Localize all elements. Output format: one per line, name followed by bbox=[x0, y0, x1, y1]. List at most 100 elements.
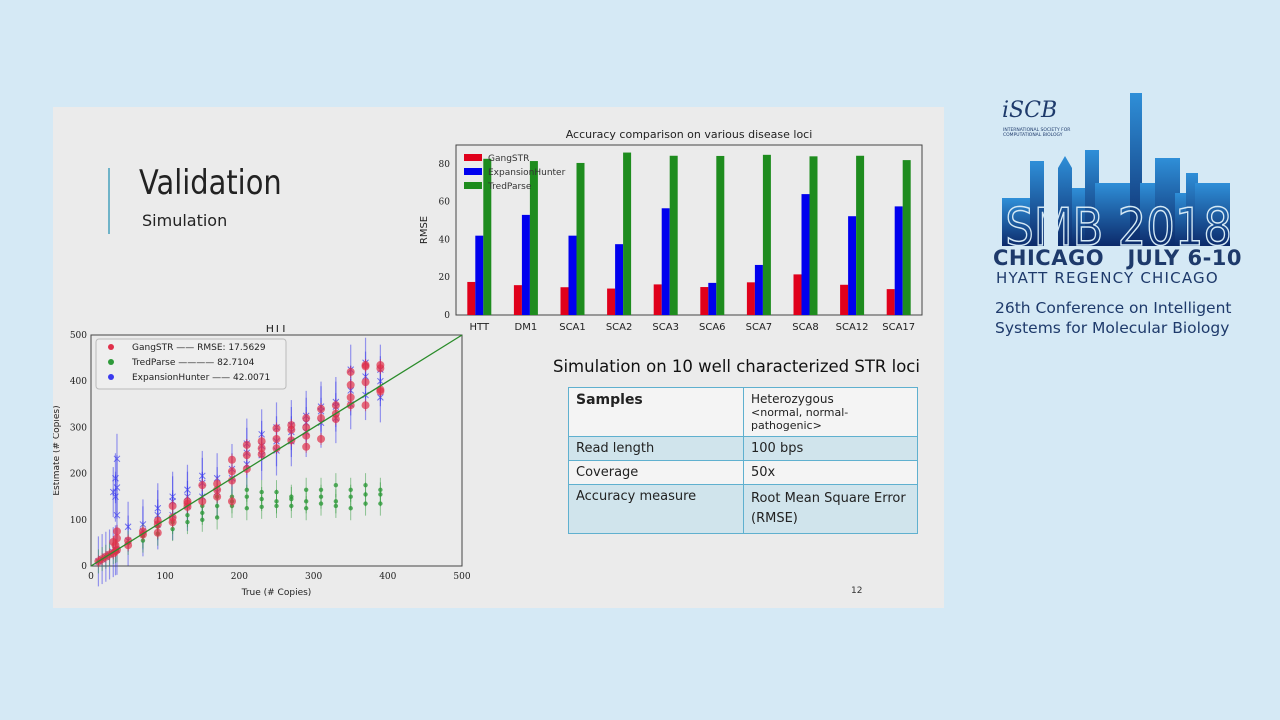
conference-line: Systems for Molecular Biology bbox=[995, 319, 1230, 337]
point-gangstr bbox=[213, 492, 222, 501]
point-gangstr bbox=[346, 367, 355, 376]
ismb-wordmark: ISMB 2018 bbox=[992, 198, 1232, 248]
point-gangstr bbox=[331, 401, 340, 410]
table-label: Read length bbox=[568, 436, 744, 461]
x-tick-label: 400 bbox=[379, 572, 396, 582]
bar-gangstr bbox=[746, 282, 755, 315]
point-gangstr bbox=[346, 393, 355, 402]
point-gangstr bbox=[242, 451, 251, 460]
x-tick-label: 100 bbox=[157, 572, 174, 582]
point-gangstr bbox=[302, 442, 311, 451]
point-gangstr bbox=[213, 485, 222, 494]
title-accent-bar bbox=[108, 168, 110, 234]
x-tick-label: SCA1 bbox=[559, 322, 586, 333]
point-gangstr bbox=[112, 534, 121, 543]
point-gangstr bbox=[346, 380, 355, 389]
x-tick-label: 200 bbox=[231, 572, 248, 582]
x-tick-label: SCA8 bbox=[792, 322, 819, 333]
point-gangstr bbox=[302, 414, 311, 423]
point-gangstr bbox=[376, 385, 385, 394]
bar-expansionhunter bbox=[801, 194, 810, 315]
point-tredparse bbox=[318, 487, 324, 492]
point-gangstr bbox=[272, 434, 281, 443]
table-value: Root Mean Square Error (RMSE) bbox=[743, 484, 918, 534]
table-value: 100 bps bbox=[743, 436, 918, 461]
y-axis-label: Estimate (# Copies) bbox=[53, 405, 62, 495]
table-label: Samples bbox=[568, 387, 744, 437]
table-value-main: Heterozygous bbox=[751, 392, 834, 406]
bar-chart: Accuracy comparison on various disease l… bbox=[419, 128, 923, 333]
point-tredparse bbox=[289, 494, 294, 499]
point-gangstr bbox=[242, 440, 251, 449]
legend-swatch bbox=[464, 168, 482, 175]
point-gangstr bbox=[227, 497, 236, 506]
y-tick-label: 400 bbox=[70, 377, 87, 387]
table-value: Heterozygous <normal, normal-pathogenic> bbox=[743, 387, 918, 437]
identity-line bbox=[90, 334, 463, 567]
bar-tredparse bbox=[716, 155, 725, 315]
bar-expansionhunter bbox=[615, 244, 624, 315]
point-tredparse bbox=[333, 499, 339, 504]
point-gangstr bbox=[361, 361, 370, 370]
table-value: 50x bbox=[743, 460, 918, 485]
simulation-heading: Simulation on 10 well characterized STR … bbox=[553, 357, 920, 376]
x-tick-label: SCA6 bbox=[699, 322, 726, 333]
skyline-icon: ISMB 2018 bbox=[991, 93, 1233, 248]
table-value-sub: <normal, normal-pathogenic> bbox=[751, 406, 849, 432]
logo-city-date: CHICAGO JULY 6-10 bbox=[993, 246, 1243, 270]
y-tick-label: 100 bbox=[70, 516, 87, 526]
bar-gangstr bbox=[467, 281, 476, 315]
point-gangstr bbox=[153, 528, 162, 537]
y-tick-label: 20 bbox=[439, 273, 451, 283]
x-tick-label: 300 bbox=[305, 572, 322, 582]
x-tick-label: DM1 bbox=[515, 322, 538, 333]
point-expansionhunter bbox=[169, 493, 176, 501]
point-gangstr bbox=[302, 423, 311, 432]
iscb-wordmark: iSCB bbox=[1002, 98, 1058, 123]
point-expansionhunter bbox=[198, 472, 206, 480]
point-tredparse bbox=[348, 487, 353, 492]
table-row: Coverage 50x bbox=[568, 460, 918, 485]
x-tick-label: SCA2 bbox=[606, 322, 633, 333]
point-gangstr bbox=[198, 497, 207, 506]
bar-gangstr bbox=[560, 287, 569, 315]
table-row: Accuracy measure Root Mean Square Error … bbox=[568, 484, 918, 534]
point-gangstr bbox=[124, 536, 133, 545]
y-tick-label: 80 bbox=[439, 160, 451, 170]
scatter-chart: HTT True (# Copies) Estimate (# Copies) 0 10… bbox=[53, 325, 471, 598]
bar-tredparse bbox=[576, 162, 585, 315]
bar-gangstr bbox=[840, 284, 849, 315]
legend-swatch bbox=[464, 154, 482, 161]
bar-expansionhunter bbox=[475, 235, 484, 315]
point-gangstr bbox=[168, 513, 177, 522]
legend-label: GangSTR bbox=[488, 154, 529, 164]
point-expansionhunter bbox=[113, 455, 121, 463]
legend-label: ExpansionHunter —— 42.0071 bbox=[132, 373, 270, 383]
point-gangstr bbox=[213, 479, 222, 488]
point-gangstr bbox=[361, 378, 370, 387]
point-gangstr bbox=[183, 497, 192, 506]
slide-title: Validation bbox=[139, 163, 282, 203]
table-label: Accuracy measure bbox=[568, 484, 744, 534]
x-tick-label: 0 bbox=[88, 572, 94, 582]
y-tick-label: 0 bbox=[444, 311, 450, 321]
point-tredparse bbox=[333, 482, 339, 488]
bar-expansionhunter bbox=[521, 214, 530, 315]
point-gangstr bbox=[227, 476, 236, 485]
point-gangstr bbox=[287, 421, 296, 430]
x-axis-label: True (# Copies) bbox=[241, 588, 312, 598]
point-gangstr bbox=[227, 467, 236, 476]
y-axis-label: RMSE bbox=[419, 216, 430, 244]
bar-expansionhunter bbox=[894, 206, 903, 315]
page-number: 12 bbox=[851, 586, 863, 596]
x-tick-label: SCA7 bbox=[746, 322, 773, 333]
point-gangstr bbox=[317, 434, 326, 443]
bar-tredparse bbox=[623, 152, 632, 315]
point-gangstr bbox=[138, 527, 147, 536]
point-gangstr bbox=[257, 444, 266, 453]
x-tick-label: HTT bbox=[470, 322, 490, 333]
legend-label: TredParse ———— 82.7104 bbox=[131, 358, 255, 368]
logo-venue: HYATT REGENCY CHICAGO bbox=[996, 269, 1219, 287]
point-gangstr bbox=[257, 437, 266, 446]
table-row: Samples Heterozygous <normal, normal-path… bbox=[568, 387, 918, 437]
